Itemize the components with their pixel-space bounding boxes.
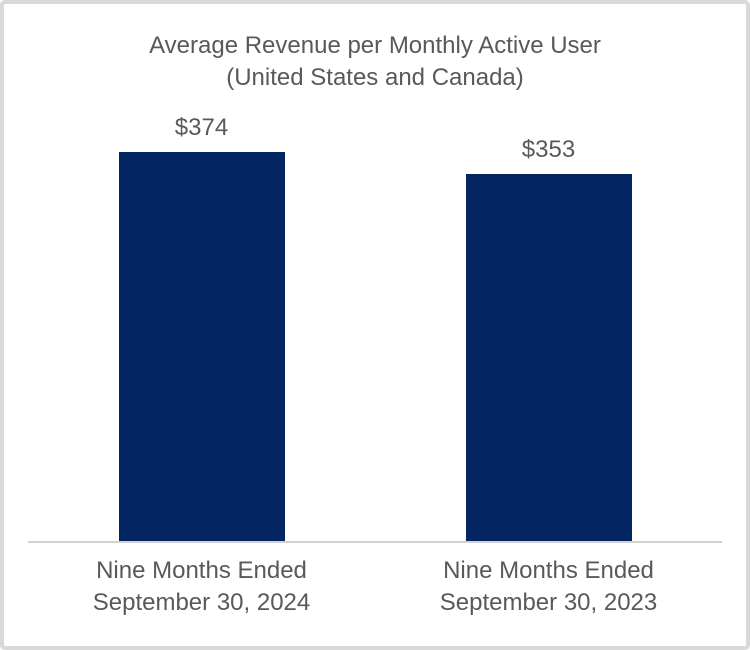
x-axis-labels: Nine Months Ended September 30, 2024 Nine… bbox=[28, 555, 722, 619]
x-axis-label: Nine Months Ended September 30, 2023 bbox=[439, 557, 658, 616]
bar bbox=[118, 152, 285, 541]
bar-value-label: $374 bbox=[174, 114, 229, 141]
x-axis-line bbox=[28, 541, 722, 543]
chart-title: Average Revenue per Monthly Active User … bbox=[149, 32, 601, 91]
plot-area: $374 $353 bbox=[28, 100, 722, 541]
bar-value-label: $353 bbox=[521, 136, 576, 163]
bar-slot: $353 bbox=[375, 100, 722, 541]
bar bbox=[465, 174, 632, 541]
bar-slot: $374 bbox=[28, 100, 375, 541]
x-axis-label: Nine Months Ended September 30, 2024 bbox=[92, 557, 311, 616]
